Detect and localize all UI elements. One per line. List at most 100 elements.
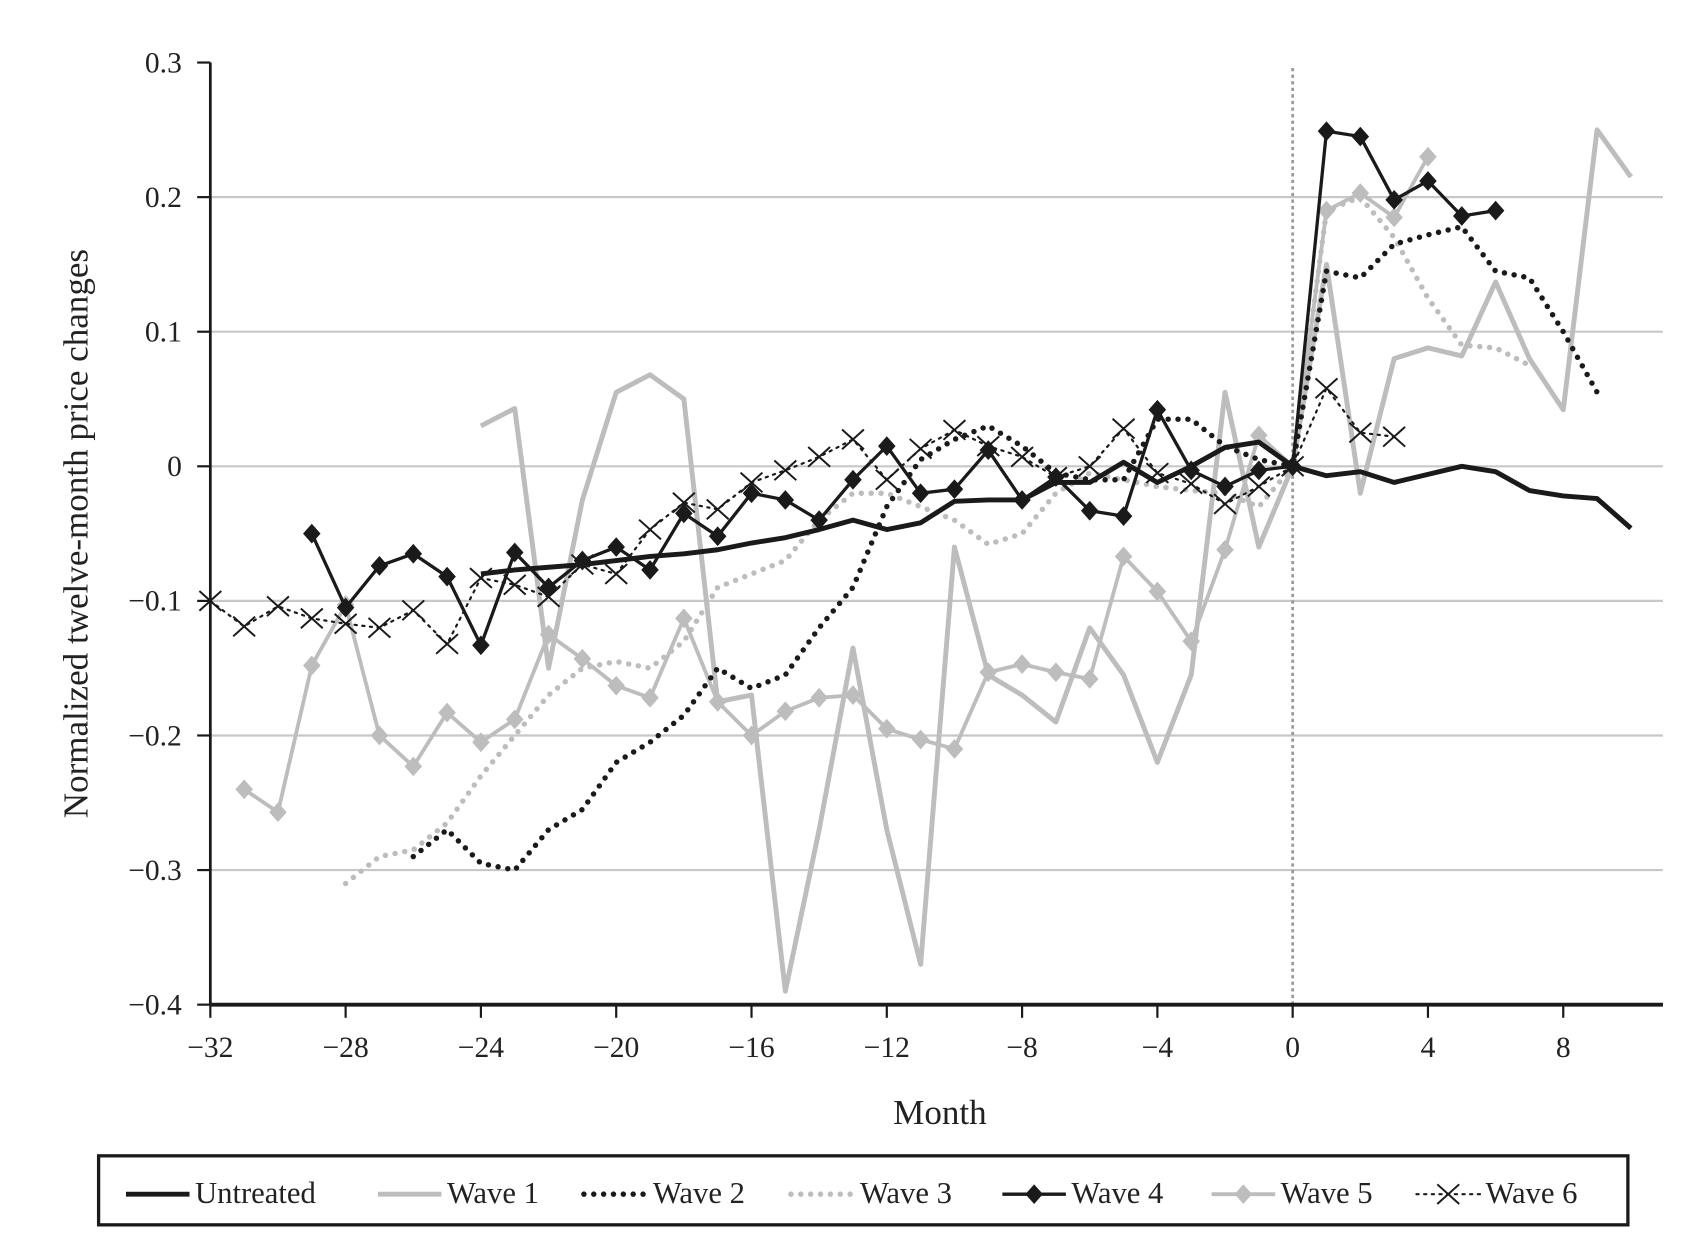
x-tick-label: −4: [1142, 1032, 1174, 1064]
x-marker: [1078, 455, 1102, 477]
series-line: [410, 223, 1600, 874]
x-marker: [604, 563, 628, 585]
legend-item-wave-1: Wave 1: [377, 1176, 539, 1210]
diamond-marker: [979, 440, 998, 461]
x-marker: [1314, 377, 1339, 399]
y-tick-label: 0: [167, 451, 182, 483]
diamond-marker: [1216, 539, 1234, 560]
legend-label: Wave 3: [860, 1176, 952, 1210]
diamond-marker: [1148, 581, 1167, 602]
x-tick-label: 8: [1556, 1032, 1571, 1064]
x-marker: [942, 419, 967, 441]
diamond-marker: [607, 675, 625, 696]
diamond-marker: [1250, 425, 1268, 446]
y-axis-title: Normalized twelve-month price changes: [57, 249, 96, 818]
x-marker: [435, 633, 459, 655]
diamond-marker: [675, 608, 693, 629]
x-tick-label: −16: [728, 1032, 774, 1064]
x-marker: [706, 498, 730, 520]
diamond-marker: [404, 756, 423, 777]
diamond-marker: [1419, 146, 1437, 167]
axes: 0.3 0.2 0.1 0 −0.1 −0.2 −0.3 −0.4−32 −28 −24 −20 −1…: [128, 47, 1663, 1064]
diamond-marker: [742, 725, 761, 746]
diamond-marker: [1080, 500, 1099, 521]
diamond-marker: [370, 725, 389, 746]
diamond-marker: [1013, 654, 1031, 675]
x-marker: [739, 471, 764, 494]
diamond-marker: [945, 479, 964, 500]
diamond-marker: [1047, 662, 1065, 683]
x-marker: [1213, 493, 1237, 515]
x-tick-label: −24: [458, 1032, 504, 1064]
legend-label: Wave 5: [1281, 1176, 1373, 1210]
x-tick-label: 4: [1421, 1032, 1436, 1064]
y-tick-label: −0.4: [128, 990, 182, 1022]
x-marker: [807, 446, 831, 468]
x-marker: [1382, 426, 1406, 448]
x-tick-label: 0: [1285, 1032, 1300, 1064]
legend-label: Wave 4: [1071, 1176, 1163, 1210]
diamond-marker: [303, 523, 321, 544]
x-marker: [638, 518, 662, 541]
y-tick-label: −0.1: [128, 586, 182, 618]
diamond-marker: [472, 635, 490, 656]
diamond-marker: [269, 802, 287, 823]
diamond-marker: [945, 739, 964, 759]
x-marker: [1145, 462, 1169, 484]
legend-box: [96, 1154, 1630, 1227]
x-tick-label: −12: [864, 1032, 910, 1064]
x-axis-title: Month: [893, 1093, 987, 1132]
x-marker: [841, 428, 865, 450]
x-marker: [1436, 1183, 1460, 1205]
series-wave-1: [479, 127, 1633, 994]
diamond-marker: [1385, 207, 1403, 228]
diamond-marker: [1080, 669, 1099, 689]
x-marker: [401, 599, 425, 621]
diamond-marker: [539, 577, 558, 598]
diamond-marker: [641, 687, 659, 708]
diamond-marker: [810, 687, 828, 708]
series-layer: [198, 121, 1633, 994]
diamond-marker: [1182, 631, 1200, 652]
x-marker: [367, 617, 392, 639]
x-marker: [1247, 475, 1271, 498]
series-untreated: [480, 439, 1633, 577]
legend-label: Untreated: [195, 1176, 316, 1210]
diamond-marker: [1317, 200, 1336, 221]
diamond-marker: [438, 566, 456, 587]
diamond-marker: [1013, 490, 1031, 510]
x-marker: [334, 613, 358, 635]
diamond-marker: [1283, 456, 1302, 477]
diamond-marker: [878, 436, 896, 456]
legend-item-untreated: Untreated: [125, 1176, 316, 1210]
gridlines: [210, 196, 1663, 872]
y-tick-label: −0.2: [128, 720, 182, 752]
diamond-marker: [1351, 126, 1370, 147]
diamond-marker: [1317, 121, 1336, 142]
diamond-marker: [505, 709, 524, 730]
x-marker: [232, 615, 256, 638]
diamond-marker: [1025, 1184, 1043, 1205]
diamond-marker: [370, 556, 389, 576]
diamond-marker: [1114, 546, 1133, 567]
legend-item-wave-2: Wave 2: [581, 1176, 745, 1210]
diamond-marker: [1234, 1184, 1253, 1205]
diamond-marker: [708, 691, 727, 712]
y-tick-label: −0.3: [128, 855, 182, 887]
diamond-marker: [844, 685, 862, 705]
x-marker: [1111, 418, 1136, 440]
diamond-marker: [573, 648, 592, 669]
diamond-marker: [911, 729, 930, 750]
series-wave-2: [410, 223, 1600, 874]
legend: Untreated Wave 1 Wave 2 Wave 3 Wave 4 Wave 5 W…: [96, 1154, 1630, 1227]
series-wave-4: [303, 121, 1505, 656]
diamond-marker: [776, 701, 795, 722]
diamond-marker: [1047, 467, 1065, 487]
diamond-marker: [1385, 189, 1403, 210]
diamond-marker: [303, 655, 321, 676]
x-marker: [1348, 422, 1372, 444]
series-line: [209, 386, 1396, 646]
x-marker: [672, 492, 696, 514]
legend-item-wave-3: Wave 3: [788, 1176, 952, 1210]
x-tick-label: −8: [1006, 1032, 1037, 1064]
